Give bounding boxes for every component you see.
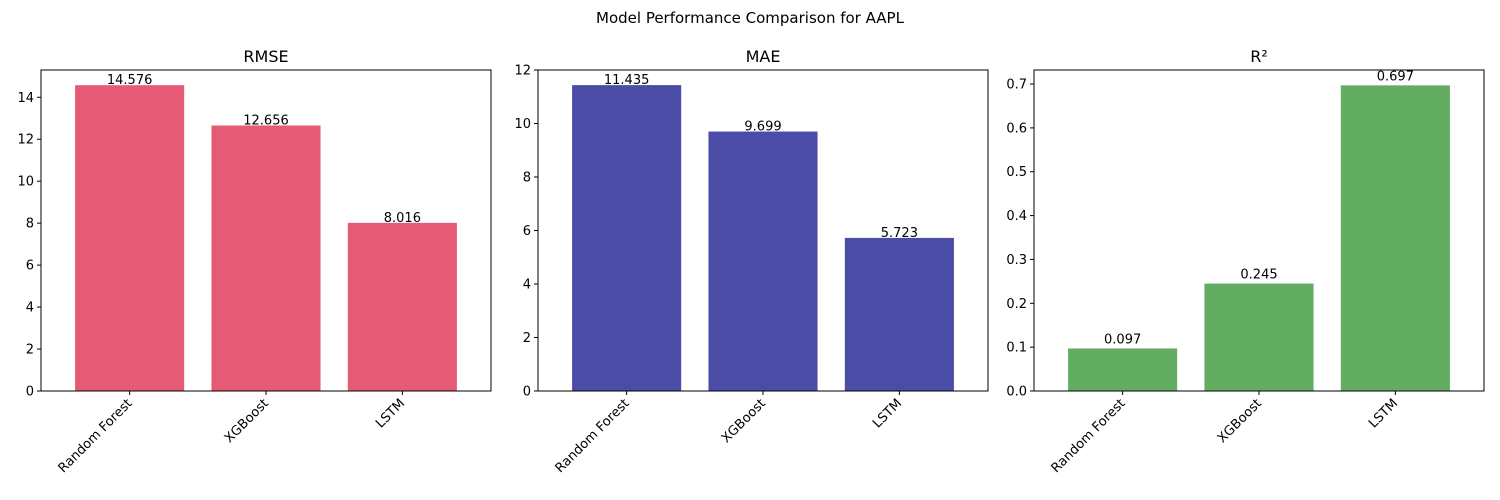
panel-title: RMSE bbox=[243, 47, 288, 66]
y-tick-label: 0.1 bbox=[1006, 341, 1027, 356]
y-tick-label: 12 bbox=[514, 64, 531, 79]
x-tick-label: XGBoost bbox=[719, 396, 769, 446]
y-tick-label: 10 bbox=[514, 117, 531, 132]
y-tick-label: 0.4 bbox=[1006, 209, 1027, 224]
bar bbox=[347, 222, 457, 391]
figure-title: Model Performance Comparison for AAPL bbox=[596, 9, 905, 27]
x-tick-label: LSTM bbox=[870, 396, 905, 431]
y-tick-label: 0 bbox=[523, 385, 531, 400]
bar bbox=[572, 85, 682, 392]
x-tick-label: LSTM bbox=[1366, 396, 1401, 431]
y-tick-label: 10 bbox=[17, 175, 34, 190]
data-label: 9.699 bbox=[744, 120, 781, 135]
y-tick-label: 0.2 bbox=[1006, 297, 1027, 312]
y-tick-label: 14 bbox=[17, 91, 34, 106]
y-tick-label: 8 bbox=[523, 171, 531, 186]
data-label: 5.723 bbox=[881, 226, 918, 241]
y-tick-label: 0.3 bbox=[1006, 253, 1027, 268]
data-label: 0.097 bbox=[1104, 332, 1141, 347]
y-tick-label: 2 bbox=[523, 331, 531, 346]
y-tick-label: 0.5 bbox=[1006, 165, 1027, 180]
x-tick-label: Random Forest bbox=[1049, 396, 1129, 476]
x-tick-label: XGBoost bbox=[1215, 396, 1265, 446]
data-label: 11.435 bbox=[604, 73, 650, 88]
data-label: 0.697 bbox=[1377, 69, 1414, 84]
x-tick-label: Random Forest bbox=[553, 396, 633, 476]
bar bbox=[844, 237, 954, 391]
y-tick-label: 2 bbox=[26, 343, 34, 358]
chart-panels: RMSE 14.576 12.656 8.016 0 2 4 6 8 10 12 14 Random F… bbox=[17, 47, 1485, 476]
chart-panel-3: R² 0.097 0.245 0.697 0.0 0.1 0.2 0.3 0.4 0.5 0.6 0.… bbox=[1006, 47, 1485, 476]
x-tick-label: Random Forest bbox=[56, 396, 136, 476]
y-tick-label: 6 bbox=[523, 224, 531, 239]
y-tick-label: 8 bbox=[26, 217, 34, 232]
bar bbox=[1204, 283, 1314, 391]
bar bbox=[211, 125, 321, 391]
y-tick-label: 0.7 bbox=[1006, 78, 1027, 93]
y-tick-label: 0 bbox=[26, 385, 34, 400]
bar bbox=[1068, 348, 1178, 391]
panel-title: R² bbox=[1250, 47, 1268, 66]
bar bbox=[75, 85, 185, 391]
x-tick-label: LSTM bbox=[373, 396, 408, 431]
y-tick-label: 0.6 bbox=[1006, 121, 1027, 136]
data-label: 8.016 bbox=[384, 211, 421, 226]
chart-panel-2: MAE 11.435 9.699 5.723 0 2 4 6 8 10 12 Random Fores… bbox=[514, 47, 989, 476]
panel-title: MAE bbox=[746, 47, 781, 66]
y-tick-label: 12 bbox=[17, 133, 34, 148]
y-tick-label: 6 bbox=[26, 259, 34, 274]
chart-panel-1: RMSE 14.576 12.656 8.016 0 2 4 6 8 10 12 14 Random F… bbox=[17, 47, 492, 476]
y-tick-label: 4 bbox=[26, 301, 34, 316]
x-tick-label: XGBoost bbox=[222, 396, 272, 446]
bar bbox=[1340, 85, 1450, 391]
y-tick-label: 0.0 bbox=[1006, 385, 1027, 400]
y-tick-label: 4 bbox=[523, 278, 531, 293]
data-label: 0.245 bbox=[1240, 268, 1277, 283]
data-label: 14.576 bbox=[107, 73, 153, 88]
data-label: 12.656 bbox=[243, 113, 289, 128]
bar bbox=[708, 131, 818, 391]
